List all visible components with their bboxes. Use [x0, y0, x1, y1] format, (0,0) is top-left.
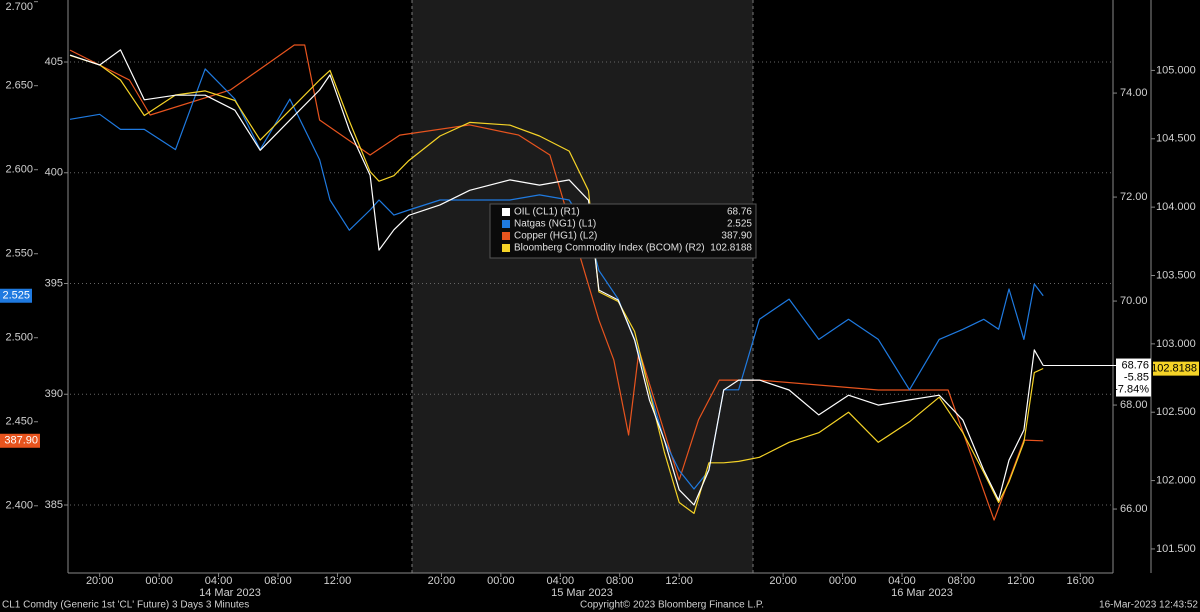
y-tick-label: 405	[45, 56, 63, 68]
last-value-badge	[1116, 358, 1151, 397]
series-lines	[69, 44, 1044, 521]
y-tick-label: 390	[45, 388, 63, 400]
y-tick-label: 102.000	[1156, 474, 1196, 486]
y-tick-label: 2.500	[5, 332, 33, 344]
last-value-badge	[0, 288, 32, 303]
last-value-badge	[0, 433, 40, 448]
y-tick-label: 70.00	[1120, 295, 1148, 307]
y-tick-label: 2.450	[5, 416, 33, 428]
legend-box	[489, 203, 757, 259]
x-tick-label: 00:00	[487, 575, 515, 587]
y-tick-label: 2.600	[5, 164, 33, 176]
y-tick-label: 103.000	[1156, 338, 1196, 350]
legend-label: Copper (HG1) (L2)	[514, 231, 597, 242]
x-tick-label: 04:00	[547, 575, 575, 587]
last-value-label: 2.525	[2, 290, 30, 302]
y-tick-label: 103.500	[1156, 269, 1196, 281]
date-label: 14 Mar 2023	[199, 587, 261, 599]
date-label: 16 Mar 2023	[891, 587, 953, 599]
legend-swatch	[502, 232, 510, 240]
y-tick-label: 74.00	[1120, 87, 1148, 99]
legend-value: 68.76	[727, 207, 752, 218]
series-line	[69, 54, 1044, 514]
change-pct-label: -7.84%	[1114, 383, 1149, 395]
x-tick-label: 00:00	[829, 575, 857, 587]
ticks: 2.400 2.450 2.500 2.550 2.600 2.650 2.700 385 39…	[5, 1, 1195, 587]
y-tick-label: 105.000	[1156, 64, 1196, 76]
change-label: -5.85	[1124, 371, 1149, 383]
legend: OIL (CL1) (R1) 68.76 Natgas (NG1) (L1) 2.52…	[489, 203, 757, 259]
x-tick-label: 12:00	[324, 575, 352, 587]
footer-center: Copyright© 2023 Bloomberg Finance L.P.	[580, 600, 764, 611]
y-tick-label: 2.400	[5, 500, 33, 512]
legend-swatch	[502, 208, 510, 216]
legend-swatch	[502, 220, 510, 228]
x-tick-label: 08:00	[264, 575, 292, 587]
y-tick-label: 2.650	[5, 80, 33, 92]
series-line	[69, 44, 1044, 521]
y-tick-label: 400	[45, 167, 63, 179]
y-tick-label: 2.700	[5, 1, 33, 13]
y-tick-label: 101.500	[1156, 543, 1196, 555]
y-tick-label: 72.00	[1120, 191, 1148, 203]
x-tick-label: 16:00	[1067, 575, 1095, 587]
legend-swatch	[502, 244, 510, 252]
last-value-label: 387.90	[4, 435, 38, 447]
legend-label: Natgas (NG1) (L1)	[514, 219, 596, 230]
date-label: 15 Mar 2023	[551, 587, 613, 599]
x-tick-label: 20:00	[428, 575, 456, 587]
x-tick-label: 20:00	[86, 575, 114, 587]
x-tick-label: 00:00	[145, 575, 173, 587]
last-value-label: 102.8188	[1151, 363, 1197, 375]
footer-left: CL1 Comdty (Generic 1st 'CL' Future) 3 D…	[2, 600, 249, 611]
y-tick-label: 385	[45, 499, 63, 511]
y-tick-label: 102.500	[1156, 406, 1196, 418]
legend-label: Bloomberg Commodity Index (BCOM) (R2)	[514, 243, 705, 254]
y-tick-label: 2.550	[5, 248, 33, 260]
x-tick-label: 12:00	[665, 575, 693, 587]
legend-value: 387.90	[721, 231, 752, 242]
x-tick-label: 04:00	[888, 575, 916, 587]
last-value-badge	[1153, 361, 1199, 376]
last-value-label: 68.76	[1121, 359, 1149, 371]
y-tick-label: 104.500	[1156, 133, 1196, 145]
legend-value: 2.525	[727, 219, 752, 230]
y-tick-label: 66.00	[1120, 503, 1148, 515]
x-tick-label: 20:00	[769, 575, 797, 587]
x-tick-label: 08:00	[948, 575, 976, 587]
session-shade	[412, 0, 753, 573]
x-tick-label: 12:00	[1007, 575, 1035, 587]
x-tick-label: 08:00	[606, 575, 634, 587]
legend-label: OIL (CL1) (R1)	[514, 207, 580, 218]
series-line	[69, 49, 1044, 506]
badges: 68.76-5.85-7.84% 2.525 387.90 102.8188	[0, 288, 1199, 448]
legend-value: 102.8188	[710, 243, 752, 254]
x-tick-label: 04:00	[205, 575, 233, 587]
y-tick-label: 104.000	[1156, 201, 1196, 213]
footer-right: 16-Mar-2023 12:43:52	[1099, 600, 1198, 611]
y-tick-label: 68.00	[1120, 399, 1148, 411]
y-tick-label: 395	[45, 277, 63, 289]
